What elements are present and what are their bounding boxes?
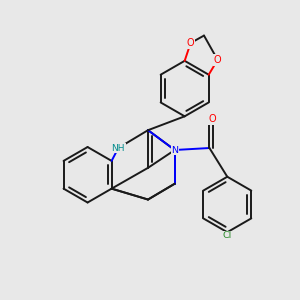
- Text: Cl: Cl: [223, 231, 232, 240]
- Text: O: O: [187, 38, 194, 48]
- Text: O: O: [208, 114, 216, 124]
- Text: N: N: [171, 146, 178, 154]
- Text: NH: NH: [112, 143, 125, 152]
- Text: O: O: [214, 55, 221, 65]
